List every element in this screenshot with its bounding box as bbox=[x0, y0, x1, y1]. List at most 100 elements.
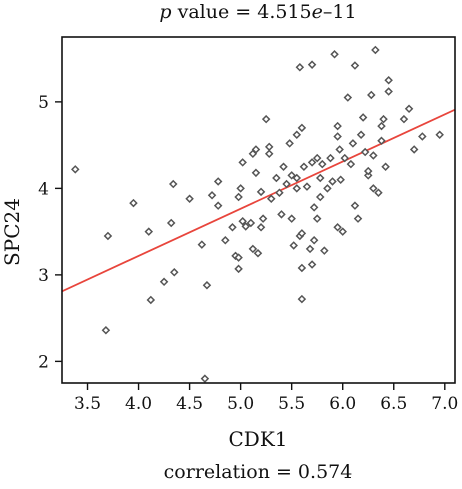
title-exponent: –11 bbox=[323, 1, 357, 23]
data-point bbox=[238, 158, 247, 167]
data-point bbox=[338, 227, 347, 236]
data-point bbox=[377, 121, 386, 131]
x-tick-label: 4.5 bbox=[176, 394, 203, 414]
x-tick-label: 6.5 bbox=[380, 394, 407, 414]
data-point bbox=[289, 241, 298, 250]
data-point bbox=[234, 192, 243, 202]
x-tick-label: 6.0 bbox=[329, 394, 356, 414]
data-point bbox=[275, 188, 284, 197]
title-e-symbol: e bbox=[312, 1, 323, 23]
data-point bbox=[353, 214, 363, 223]
data-point bbox=[277, 210, 286, 219]
data-point bbox=[236, 184, 245, 193]
x-tick-label: 5.5 bbox=[278, 394, 305, 414]
data-point bbox=[264, 149, 274, 159]
data-point bbox=[333, 132, 342, 141]
data-point bbox=[228, 223, 237, 232]
data-point bbox=[261, 114, 271, 124]
correlation-caption: correlation = 0.574 bbox=[164, 461, 353, 483]
data-point bbox=[377, 136, 386, 146]
data-point bbox=[71, 165, 80, 174]
data-point bbox=[307, 158, 317, 167]
data-point bbox=[197, 240, 207, 249]
data-point bbox=[350, 61, 360, 70]
regression-line bbox=[62, 108, 455, 293]
data-point bbox=[418, 132, 427, 141]
y-tick-label: 2 bbox=[38, 352, 49, 372]
data-point bbox=[279, 162, 288, 172]
data-point bbox=[295, 63, 305, 72]
data-point bbox=[333, 121, 342, 131]
data-point bbox=[248, 244, 258, 254]
data-point bbox=[328, 177, 337, 186]
data-point bbox=[367, 90, 376, 100]
data-point bbox=[384, 75, 393, 85]
data-point bbox=[213, 201, 223, 210]
data-point bbox=[207, 191, 217, 200]
data-point bbox=[381, 162, 390, 172]
data-point bbox=[326, 153, 335, 163]
data-point bbox=[369, 184, 378, 193]
y-axis-label: SPC24 bbox=[0, 198, 24, 266]
data-point bbox=[309, 203, 319, 212]
y-tick-label: 3 bbox=[38, 266, 49, 286]
data-point bbox=[307, 60, 317, 69]
x-axis-label: CDK1 bbox=[228, 427, 287, 451]
data-point bbox=[272, 173, 281, 183]
data-point bbox=[251, 168, 261, 178]
data-point bbox=[333, 223, 342, 232]
title-p-variable: p bbox=[159, 1, 171, 23]
data-point bbox=[234, 253, 243, 262]
data-point bbox=[299, 162, 309, 172]
data-point bbox=[335, 145, 344, 154]
data-point bbox=[292, 173, 302, 183]
data-point bbox=[323, 184, 332, 193]
data-point bbox=[221, 236, 230, 245]
data-point bbox=[358, 113, 368, 122]
data-point bbox=[312, 214, 322, 223]
data-point bbox=[129, 198, 138, 208]
data-point bbox=[309, 236, 319, 245]
data-point bbox=[297, 229, 307, 238]
data-point bbox=[409, 145, 419, 154]
data-point bbox=[305, 244, 315, 254]
data-point bbox=[169, 179, 178, 189]
data-point bbox=[297, 263, 307, 273]
data-point bbox=[346, 159, 356, 169]
data-point bbox=[285, 139, 294, 148]
data-point bbox=[371, 45, 380, 55]
data-point bbox=[330, 50, 339, 59]
data-point bbox=[297, 123, 307, 133]
data-point bbox=[241, 222, 251, 231]
data-point bbox=[292, 184, 302, 193]
data-point bbox=[200, 374, 210, 383]
x-tick-label: 5.0 bbox=[227, 394, 254, 414]
plot-frame bbox=[61, 36, 456, 384]
data-point bbox=[350, 201, 360, 210]
data-point bbox=[170, 268, 179, 277]
x-tick-label: 7.0 bbox=[431, 394, 458, 414]
data-point bbox=[369, 151, 378, 160]
data-point bbox=[253, 248, 263, 258]
data-point bbox=[101, 325, 111, 335]
data-point bbox=[343, 93, 353, 102]
data-point bbox=[264, 142, 274, 152]
data-point bbox=[348, 139, 358, 148]
data-point bbox=[202, 280, 212, 290]
data-point bbox=[144, 227, 154, 236]
data-point bbox=[146, 295, 156, 305]
data-point bbox=[297, 294, 307, 304]
data-point bbox=[258, 214, 268, 223]
data-point bbox=[312, 153, 322, 163]
data-point bbox=[363, 166, 373, 176]
data-point bbox=[379, 114, 388, 124]
data-point bbox=[307, 260, 317, 269]
data-point bbox=[435, 130, 444, 140]
data-point bbox=[234, 264, 243, 274]
y-tick-label: 4 bbox=[38, 179, 49, 199]
data-point bbox=[256, 223, 266, 232]
data-point bbox=[287, 214, 296, 223]
title-value-text: value = 4.515 bbox=[172, 1, 312, 23]
